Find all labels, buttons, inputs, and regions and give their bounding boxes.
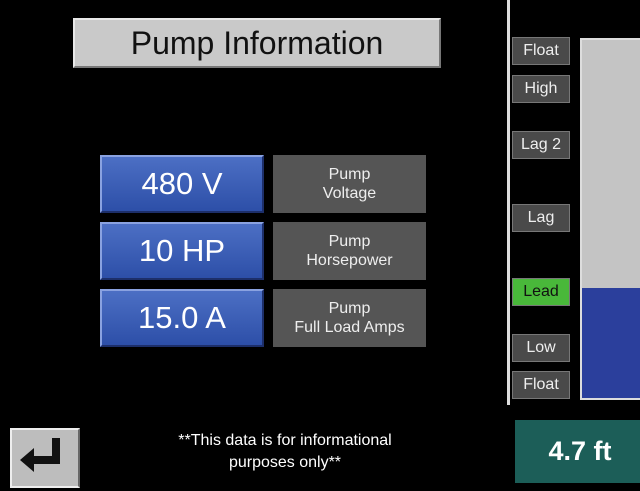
amps-label: Pump Full Load Amps [273,289,426,347]
amps-button[interactable]: 15.0 A [100,289,264,347]
back-icon [20,438,60,472]
level-reading: 4.7 ft [515,420,640,483]
label-line: Horsepower [306,252,393,269]
title: Pump Information [130,24,384,61]
note-line: purposes only** [228,454,342,471]
label-line: Pump [328,300,371,317]
arrow [20,438,60,472]
tank-fill [582,288,640,398]
voltage-label: Pump Voltage [273,155,426,213]
label-line: Pump [328,233,371,250]
level-label: Float [512,371,570,399]
title-box: Pump Information [73,18,441,68]
level-label: High [512,75,570,103]
back-button[interactable] [10,428,80,488]
label-line: Pump [328,166,371,183]
level-label: Lead [512,278,570,306]
label-line: Voltage [322,185,377,202]
label-line: Full Load Amps [294,319,405,336]
level-label: Lag 2 [512,131,570,159]
level-label: Lag [512,204,570,232]
note-line: **This data is for informational [178,432,392,449]
horsepower-label: Pump Horsepower [273,222,426,280]
level-label: Float [512,37,570,65]
note: **This data is for informational purpose… [110,430,460,474]
divider [507,0,510,405]
voltage-button[interactable]: 480 V [100,155,264,213]
level-label: Low [512,334,570,362]
horsepower-button[interactable]: 10 HP [100,222,264,280]
